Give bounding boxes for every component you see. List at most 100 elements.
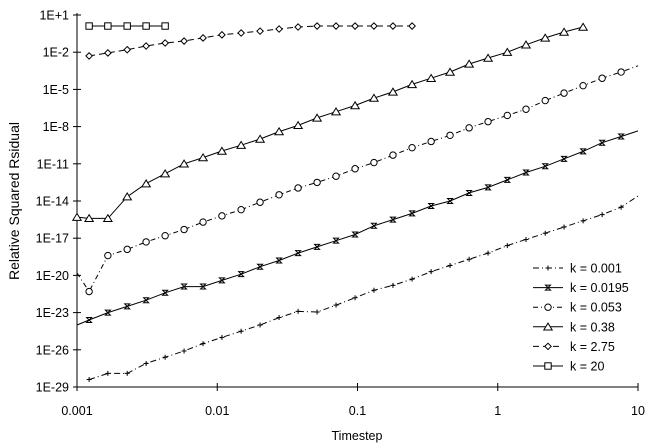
triangle-marker bbox=[216, 146, 228, 155]
square-marker bbox=[85, 22, 93, 30]
x-tick-label: 10 bbox=[631, 404, 645, 418]
circle-marker bbox=[598, 74, 606, 82]
plus-marker bbox=[238, 328, 244, 334]
hourglass-marker bbox=[389, 216, 397, 223]
triangle-marker bbox=[368, 93, 380, 102]
circle-marker bbox=[465, 124, 473, 132]
diamond-marker bbox=[389, 22, 397, 30]
y-axis-title: Relative Squared Rsidual bbox=[6, 122, 22, 280]
circle-marker bbox=[484, 117, 492, 126]
hourglass-marker bbox=[598, 139, 606, 146]
circle-marker bbox=[351, 165, 359, 173]
plus-marker bbox=[618, 204, 624, 210]
hourglass-marker bbox=[85, 317, 93, 324]
triangle-marker bbox=[178, 159, 190, 168]
diamond-marker bbox=[351, 22, 359, 30]
y-tick-label: 1E+1 bbox=[39, 9, 69, 23]
y-tick-label: 1E-23 bbox=[36, 306, 69, 320]
circle-marker bbox=[199, 218, 207, 226]
plus-marker bbox=[428, 269, 434, 275]
square-marker bbox=[142, 22, 150, 30]
x-tick-label: 1 bbox=[494, 404, 501, 418]
plus-marker bbox=[143, 360, 149, 366]
circle-marker bbox=[370, 158, 378, 167]
triangle-marker bbox=[558, 27, 570, 36]
series-k-0.001 bbox=[86, 195, 639, 383]
triangle-marker bbox=[520, 40, 532, 49]
hourglass-marker bbox=[123, 303, 131, 310]
triangle-marker bbox=[406, 79, 418, 89]
circle-marker bbox=[389, 151, 397, 159]
hourglass-marker bbox=[503, 176, 512, 183]
hourglass-marker bbox=[313, 243, 321, 250]
triangle-marker bbox=[71, 212, 83, 221]
diamond-marker bbox=[180, 37, 188, 45]
legend-label: k = 20 bbox=[570, 360, 604, 374]
series-k-0.0195 bbox=[76, 130, 639, 326]
triangle-marker bbox=[444, 67, 456, 76]
x-tick-label: 0.01 bbox=[205, 404, 229, 418]
triangle-marker bbox=[464, 59, 475, 68]
circle-marker bbox=[522, 105, 530, 113]
triangle-marker bbox=[292, 120, 304, 130]
series-k-0.38 bbox=[71, 22, 589, 223]
y-tick-label: 1E-2 bbox=[43, 46, 69, 60]
plus-marker bbox=[219, 334, 225, 340]
series-line bbox=[89, 25, 413, 57]
triangle-marker bbox=[254, 134, 266, 143]
circle-marker bbox=[275, 191, 283, 199]
circle-marker bbox=[218, 212, 226, 220]
plus-marker bbox=[352, 295, 358, 301]
plus-marker bbox=[124, 370, 130, 376]
square-marker bbox=[104, 22, 112, 30]
triangle-marker bbox=[502, 47, 513, 56]
hourglass-marker bbox=[199, 283, 207, 290]
circle-marker bbox=[503, 111, 512, 120]
legend-item: k = 0.0195 bbox=[533, 281, 629, 295]
triangle-marker bbox=[273, 126, 285, 136]
circle-marker bbox=[104, 251, 112, 260]
circle-marker bbox=[142, 238, 150, 246]
hourglass-marker bbox=[218, 277, 226, 284]
triangle-marker bbox=[540, 33, 551, 42]
legend-item: k = 0.001 bbox=[533, 262, 622, 276]
plus-marker bbox=[580, 218, 586, 224]
diamond-marker bbox=[199, 34, 207, 42]
circle-marker bbox=[446, 131, 454, 139]
x-tick-label: 0.001 bbox=[61, 404, 92, 418]
hourglass-marker bbox=[408, 210, 416, 217]
plus-marker bbox=[276, 315, 282, 321]
triangle-marker bbox=[542, 322, 554, 331]
plus-marker bbox=[485, 250, 491, 256]
plus-marker bbox=[314, 309, 320, 315]
circle-marker bbox=[256, 198, 264, 206]
square-marker bbox=[544, 362, 552, 370]
triangle-marker bbox=[426, 73, 437, 82]
legend-label: k = 0.053 bbox=[570, 301, 622, 315]
hourglass-marker bbox=[142, 297, 150, 304]
x-axis-title: Timestep bbox=[332, 429, 383, 443]
series-line bbox=[88, 195, 639, 381]
y-tick-label: 1E-29 bbox=[36, 381, 69, 395]
hourglass-marker bbox=[332, 237, 340, 244]
hourglass-marker bbox=[237, 271, 245, 278]
hourglass-marker bbox=[104, 309, 112, 316]
diamond-marker bbox=[332, 22, 340, 30]
triangle-marker bbox=[330, 107, 342, 116]
legend-item: k = 0.053 bbox=[533, 301, 622, 315]
plus-marker bbox=[162, 354, 168, 360]
diamond-marker bbox=[370, 22, 378, 30]
square-marker bbox=[123, 22, 131, 30]
hourglass-marker bbox=[294, 250, 302, 257]
hourglass-marker bbox=[544, 284, 552, 291]
diamond-marker bbox=[218, 30, 226, 39]
circle-marker bbox=[161, 232, 169, 240]
triangle-marker bbox=[141, 178, 152, 188]
plus-marker bbox=[542, 230, 548, 236]
circle-marker bbox=[408, 143, 416, 152]
diamond-marker bbox=[103, 49, 112, 57]
diamond-marker bbox=[237, 29, 246, 37]
series-line bbox=[76, 26, 584, 219]
plus-marker bbox=[181, 348, 187, 354]
